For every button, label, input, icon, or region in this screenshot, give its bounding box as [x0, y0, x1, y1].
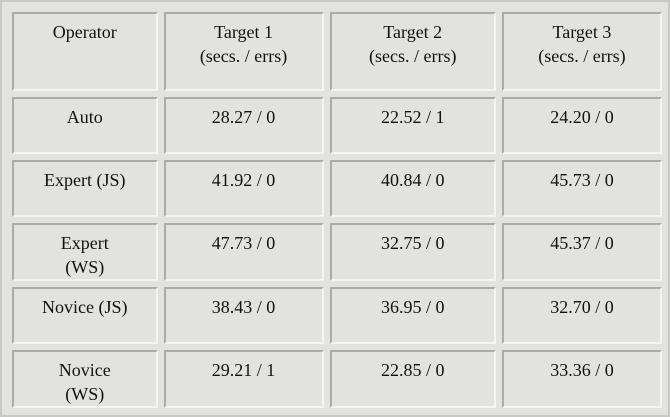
header-target-1: Target 1 (secs. / errs)	[163, 12, 324, 91]
operator-cell: Auto	[12, 97, 158, 154]
operator-label: Expert (JS)	[44, 170, 126, 190]
operator-label: (WS)	[65, 384, 105, 404]
operator-cell: Novice (WS)	[12, 350, 158, 408]
value-cell: 33.36 / 0	[501, 350, 662, 408]
table-row: Expert (JS) 41.92 / 0 40.84 / 0 45.73 / …	[12, 160, 662, 217]
header-target-units: (secs. / errs)	[538, 46, 626, 66]
value-cell: 38.43 / 0	[163, 287, 324, 344]
operator-cell: Novice (JS)	[12, 287, 158, 344]
operator-label: Novice (JS)	[42, 297, 128, 317]
table-row: Expert (WS) 47.73 / 0 32.75 / 0 45.37 / …	[12, 223, 662, 281]
table-row: Auto 28.27 / 0 22.52 / 1 24.20 / 0	[12, 97, 662, 154]
value-cell: 41.92 / 0	[163, 160, 324, 217]
operator-label: Expert	[60, 233, 109, 253]
value-cell: 45.73 / 0	[501, 160, 662, 217]
value-cell: 40.84 / 0	[329, 160, 496, 217]
value-cell: 22.85 / 0	[329, 350, 496, 408]
operator-cell: Expert (JS)	[12, 160, 158, 217]
header-target-title: Target 2	[383, 22, 443, 42]
results-table: Operator Target 1 (secs. / errs) Target …	[6, 6, 668, 414]
operator-label: Novice	[58, 360, 111, 380]
header-target-title: Target 1	[214, 22, 273, 42]
header-target-title: Target 3	[552, 22, 612, 42]
value-cell: 32.70 / 0	[501, 287, 662, 344]
value-cell: 28.27 / 0	[163, 97, 324, 154]
value-cell: 36.95 / 0	[329, 287, 496, 344]
value-cell: 45.37 / 0	[501, 223, 662, 281]
header-target-units: (secs. / errs)	[199, 46, 288, 66]
header-row: Operator Target 1 (secs. / errs) Target …	[12, 12, 662, 91]
operator-cell: Expert (WS)	[12, 223, 158, 281]
header-operator: Operator	[12, 12, 158, 91]
operator-label: (WS)	[65, 257, 105, 277]
value-cell: 47.73 / 0	[163, 223, 324, 281]
table-row: Novice (WS) 29.21 / 1 22.85 / 0 33.36 / …	[12, 350, 662, 408]
operator-label: Auto	[66, 107, 103, 127]
header-target-units: (secs. / errs)	[369, 46, 457, 66]
header-operator-label: Operator	[52, 22, 117, 42]
value-cell: 32.75 / 0	[329, 223, 496, 281]
table-row: Novice (JS) 38.43 / 0 36.95 / 0 32.70 / …	[12, 287, 662, 344]
header-target-2: Target 2 (secs. / errs)	[329, 12, 496, 91]
value-cell: 24.20 / 0	[501, 97, 662, 154]
header-target-3: Target 3 (secs. / errs)	[501, 12, 662, 91]
value-cell: 29.21 / 1	[163, 350, 324, 408]
value-cell: 22.52 / 1	[329, 97, 496, 154]
